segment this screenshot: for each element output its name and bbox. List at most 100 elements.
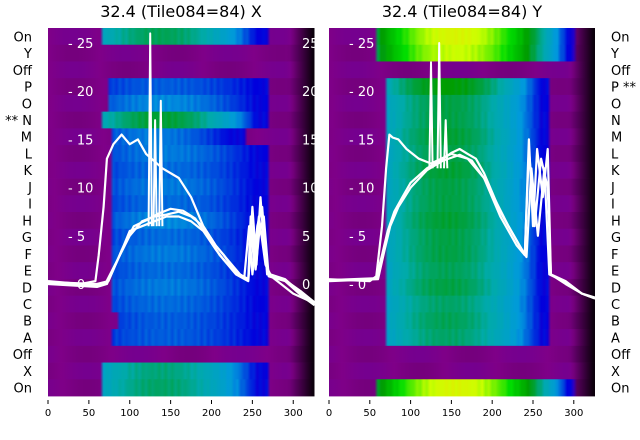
row-label: On xyxy=(611,30,629,45)
x-tick-label: 0 xyxy=(45,408,51,419)
x-tick-label: 50 xyxy=(363,408,376,419)
panel-title-x: 32.4 (Tile084=84) X xyxy=(100,2,262,21)
x-tick-label: 0 xyxy=(326,408,332,419)
heatmap-row xyxy=(48,161,315,179)
row-label: J xyxy=(610,181,615,196)
row-label: Off xyxy=(13,348,33,363)
series-line-spike-135 xyxy=(436,42,442,169)
row-label: O xyxy=(611,97,621,112)
overlay-y-tick-label: - 10 xyxy=(68,182,93,197)
heatmap-row xyxy=(329,44,595,62)
heatmap-row xyxy=(48,329,315,347)
overlay-y-tick-label: 15 xyxy=(302,133,319,148)
row-label: O xyxy=(22,97,32,112)
row-label: C xyxy=(611,298,620,313)
panel-title-y: 32.4 (Tile084=84) Y xyxy=(382,2,543,21)
overlay-y-tick-label: - 25 xyxy=(349,37,374,52)
heatmap-row xyxy=(48,44,315,62)
heatmap-row xyxy=(48,345,315,363)
series-line-spike-143 xyxy=(443,119,449,169)
row-label: Off xyxy=(13,64,33,79)
series-line-spike-138 xyxy=(158,99,164,227)
row-label: Off xyxy=(611,64,631,79)
heatmap-row xyxy=(48,195,315,213)
heatmap-row xyxy=(329,262,595,280)
x-tick-label: 100 xyxy=(401,408,420,419)
heatmap-row xyxy=(48,362,315,380)
row-label: N xyxy=(611,114,621,129)
heatmap-row xyxy=(329,379,595,397)
row-label: K xyxy=(23,164,32,179)
x-tick-label: 150 xyxy=(442,408,461,419)
row-label: G xyxy=(22,231,32,246)
row-label: P xyxy=(24,81,32,96)
heatmap-row xyxy=(48,278,315,297)
x-tick-label: 150 xyxy=(161,408,180,419)
row-label: E xyxy=(24,265,32,280)
overlay-y-tick-label: - 5 xyxy=(68,230,85,245)
row-label: I xyxy=(611,198,615,213)
row-label: On xyxy=(14,30,32,45)
overlay-y-tick-label: - 15 xyxy=(349,133,374,148)
row-label: K xyxy=(611,164,620,179)
x-tick-label: 50 xyxy=(83,408,96,419)
row-label: X xyxy=(611,365,620,380)
overlay-1: - 0- 5- 10- 15- 20- 25 xyxy=(329,37,595,300)
overlay-y-tick-label: - 25 xyxy=(68,37,93,52)
series-line-spike-131 xyxy=(152,119,158,227)
heatmap-row xyxy=(329,362,595,380)
heatmap-row xyxy=(48,178,315,196)
row-label: B xyxy=(611,315,620,330)
heatmap-row xyxy=(329,161,595,179)
x-tick-label: 200 xyxy=(483,408,502,419)
row-label: C xyxy=(23,298,32,313)
panel-1 xyxy=(329,28,595,397)
row-label: D xyxy=(611,281,621,296)
heatmap-row xyxy=(48,295,315,313)
heatmap-row xyxy=(329,295,595,313)
row-label: L xyxy=(611,148,619,163)
row-label: H xyxy=(22,214,32,229)
row-label: X xyxy=(23,365,32,380)
row-label: ** N xyxy=(5,114,32,129)
heatmap-row xyxy=(329,28,595,46)
overlay-y-tick-label: - 5 xyxy=(349,230,366,245)
overlay-y-tick-label: 5 xyxy=(302,230,310,245)
x-tick-label: 250 xyxy=(523,408,542,419)
overlay-y-tick-label: - 20 xyxy=(68,85,93,100)
heatmap-row xyxy=(329,78,595,96)
series-line-bundle-2 xyxy=(329,153,595,299)
series-line-tall xyxy=(329,133,595,300)
overlay-y-tick-label: - 20 xyxy=(349,85,374,100)
row-label: I xyxy=(28,198,32,213)
x-tick-label: 100 xyxy=(120,408,139,419)
overlay-y-tick-label: - 10 xyxy=(349,182,374,197)
overlay-0: - 0 0- 5 5- 10 10- 15 15- 20 20- 25 25 xyxy=(48,32,319,307)
heatmap-row xyxy=(329,111,595,129)
overlay-y-tick-label: 20 xyxy=(302,85,319,100)
row-label: Y xyxy=(610,47,619,62)
overlay-y-tick-label: 0 xyxy=(302,278,310,293)
heatmap-row xyxy=(329,195,595,213)
heatmap-row xyxy=(329,278,595,297)
series-line-spike-125 xyxy=(147,32,153,227)
row-label: Off xyxy=(611,348,631,363)
heatmap-row xyxy=(329,245,595,263)
heatmap-row xyxy=(329,329,595,347)
row-label: P ** xyxy=(611,81,636,96)
overlay-y-tick-label: - 15 xyxy=(68,133,93,148)
row-label: A xyxy=(611,332,620,347)
heatmap-row xyxy=(48,94,315,113)
heatmap-row xyxy=(329,94,595,113)
heatmap-row xyxy=(48,379,315,397)
heatmap-row xyxy=(329,61,595,79)
row-label: L xyxy=(25,148,33,163)
row-label: Y xyxy=(23,47,32,62)
x-tick-label: 300 xyxy=(284,408,303,419)
heatmap-row xyxy=(48,28,315,46)
heatmap-row xyxy=(48,212,315,230)
overlay-y-tick-label: 25 xyxy=(302,37,319,52)
heatmap-row xyxy=(48,145,315,163)
heatmap-row xyxy=(48,78,315,96)
